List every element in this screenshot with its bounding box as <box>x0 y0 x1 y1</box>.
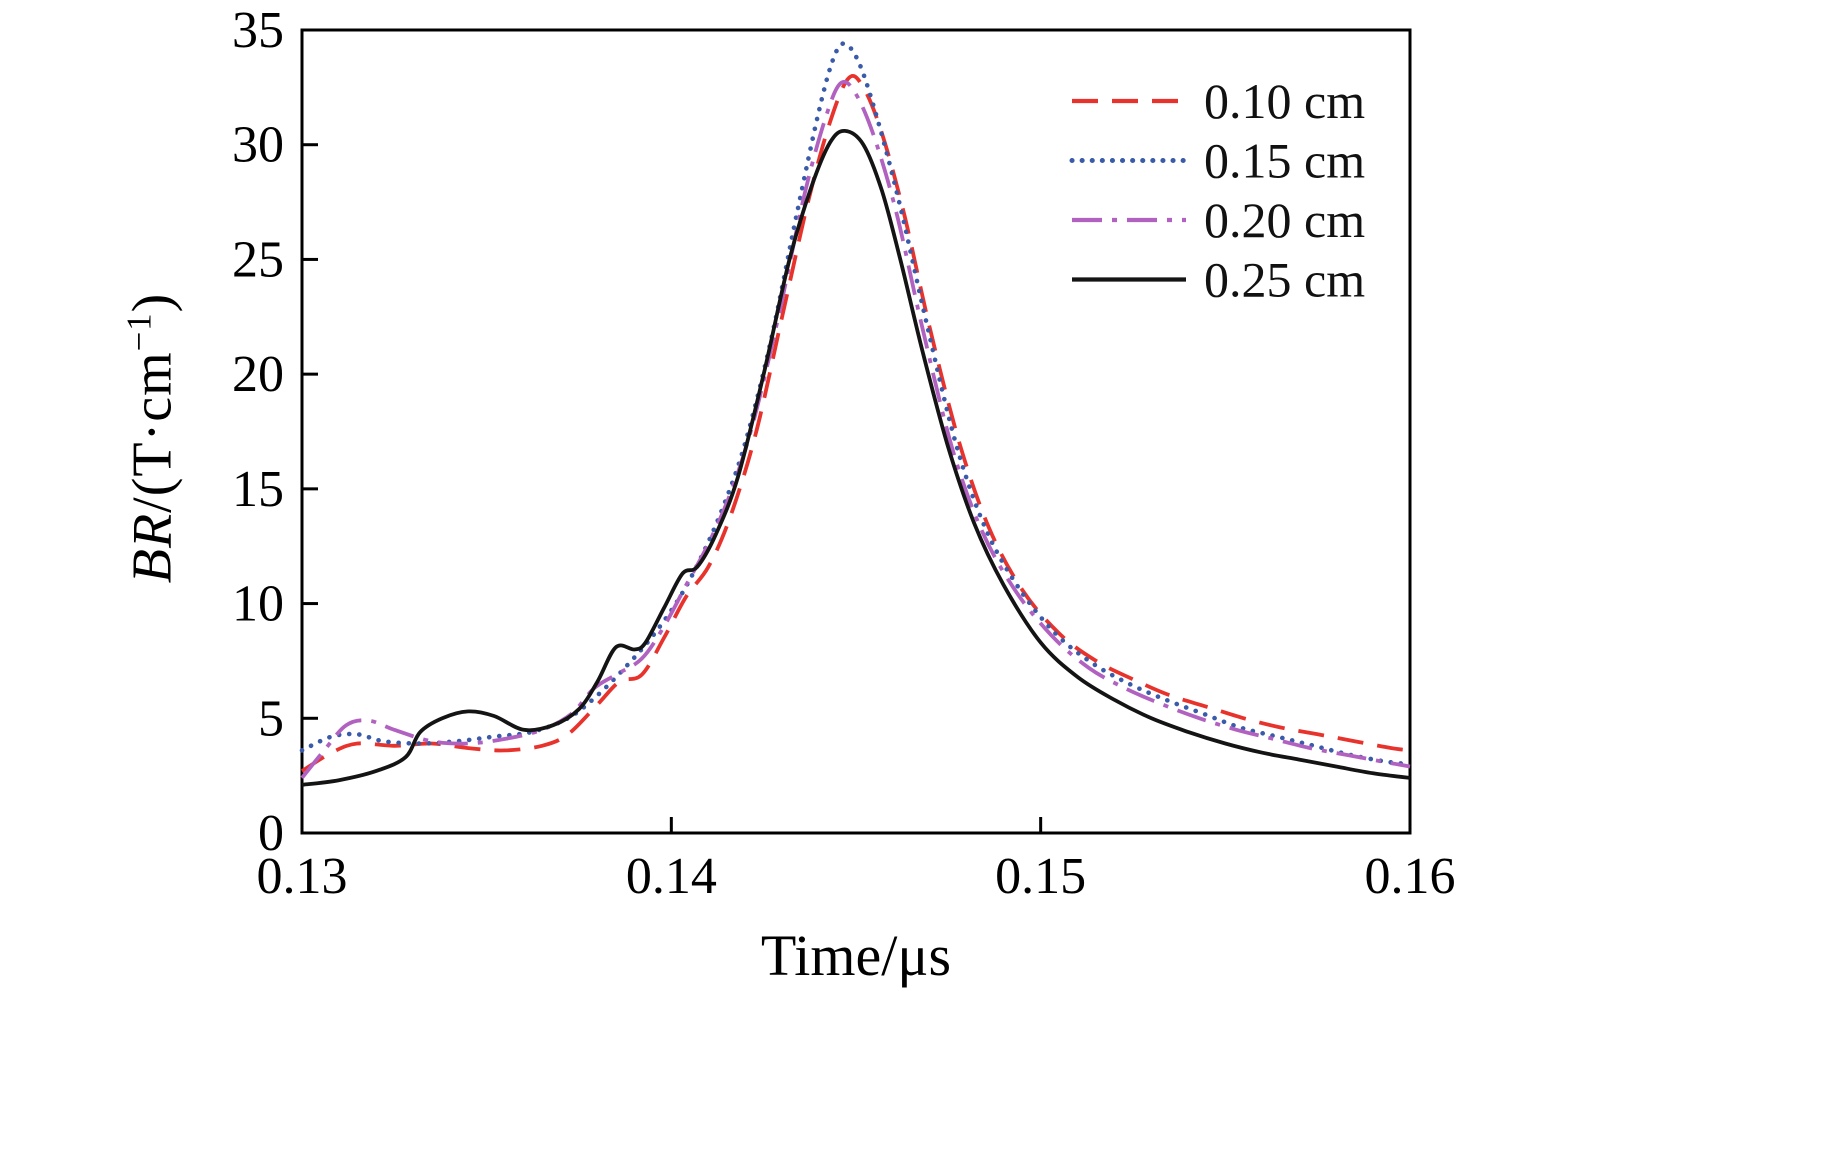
y-axis-title: BR/(T·cm−1) <box>120 293 185 584</box>
x-tick-label: 0.16 <box>1365 848 1456 905</box>
y-axis-title-close: ) <box>121 292 184 313</box>
legend-label: 0.10 cm <box>1204 73 1365 129</box>
y-tick-label: 20 <box>232 346 284 403</box>
x-tick-label: 0.15 <box>995 848 1086 905</box>
legend-item: 0.25 cm <box>1072 252 1365 308</box>
y-tick-label: 25 <box>232 231 284 288</box>
x-tick-label: 0.14 <box>626 848 717 905</box>
y-tick-label: 5 <box>258 690 284 747</box>
y-tick-label: 15 <box>232 461 284 518</box>
y-tick-label: 30 <box>232 117 284 174</box>
series-line-0.10-cm <box>300 74 1411 773</box>
legend-label: 0.15 cm <box>1204 133 1365 189</box>
series-line-0.20-cm <box>300 79 1411 780</box>
y-axis-title-mid: /(T·cm <box>121 351 184 513</box>
legend-label: 0.25 cm <box>1204 252 1365 308</box>
y-axis-title-italic: BR <box>121 512 184 584</box>
plot-frame <box>300 28 1412 835</box>
x-axis-title: Time/μs <box>760 923 952 988</box>
legend: 0.10 cm0.15 cm0.20 cm0.25 cm <box>1069 73 1365 308</box>
legend-item: 0.10 cm <box>1072 73 1365 129</box>
x-tick-label: 0.13 <box>257 848 348 905</box>
y-tick-label: 10 <box>232 576 284 633</box>
series-line-0.25-cm <box>301 128 1411 787</box>
y-tick-label: 0 <box>258 805 284 862</box>
legend-item: 0.20 cm <box>1072 192 1365 248</box>
legend-label: 0.20 cm <box>1204 192 1365 248</box>
y-tick-label: 35 <box>232 2 284 59</box>
y-axis-title-sup: −1 <box>119 312 159 352</box>
legend-item: 0.15 cm <box>1069 133 1365 189</box>
